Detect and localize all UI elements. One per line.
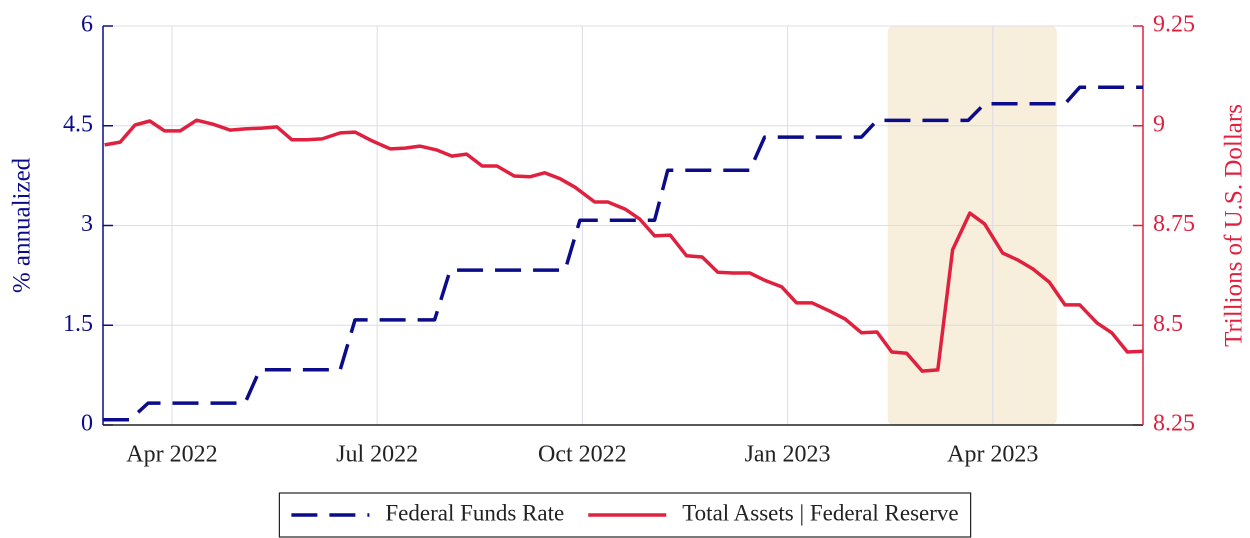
y2-tick-label: 9.25 bbox=[1153, 12, 1195, 38]
x-tick-label: Jul 2022 bbox=[336, 442, 418, 468]
y2-tick-label: 8.5 bbox=[1153, 311, 1183, 337]
y2-tick-label: 9 bbox=[1153, 111, 1165, 137]
legend-label: Federal Funds Rate bbox=[385, 500, 564, 525]
series-line bbox=[103, 85, 1143, 422]
legend: Federal Funds Rate Total Assets | Federal… bbox=[278, 492, 972, 538]
x-tick-label: Apr 2023 bbox=[947, 442, 1038, 468]
x-tick-label: Apr 2022 bbox=[126, 442, 217, 468]
x-tick-label: Jan 2023 bbox=[745, 442, 831, 468]
y-axis-label: % annualized bbox=[9, 157, 36, 293]
x-tick-label: Oct 2022 bbox=[538, 442, 627, 468]
y-tick-label: 4.5 bbox=[63, 111, 93, 137]
y-tick-label: 1.5 bbox=[63, 311, 93, 337]
y-tick-label: 0 bbox=[81, 411, 93, 437]
y-tick-label: 3 bbox=[81, 211, 93, 237]
y2-axis-label: Trillions of U.S. Dollars bbox=[1221, 104, 1248, 347]
series-line bbox=[104, 118, 1144, 373]
legend-label: Total Assets | Federal Reserve bbox=[682, 500, 958, 525]
y-tick-label: 6 bbox=[81, 12, 93, 38]
y2-tick-label: 8.75 bbox=[1153, 211, 1195, 237]
y2-tick-label: 8.25 bbox=[1153, 411, 1195, 437]
